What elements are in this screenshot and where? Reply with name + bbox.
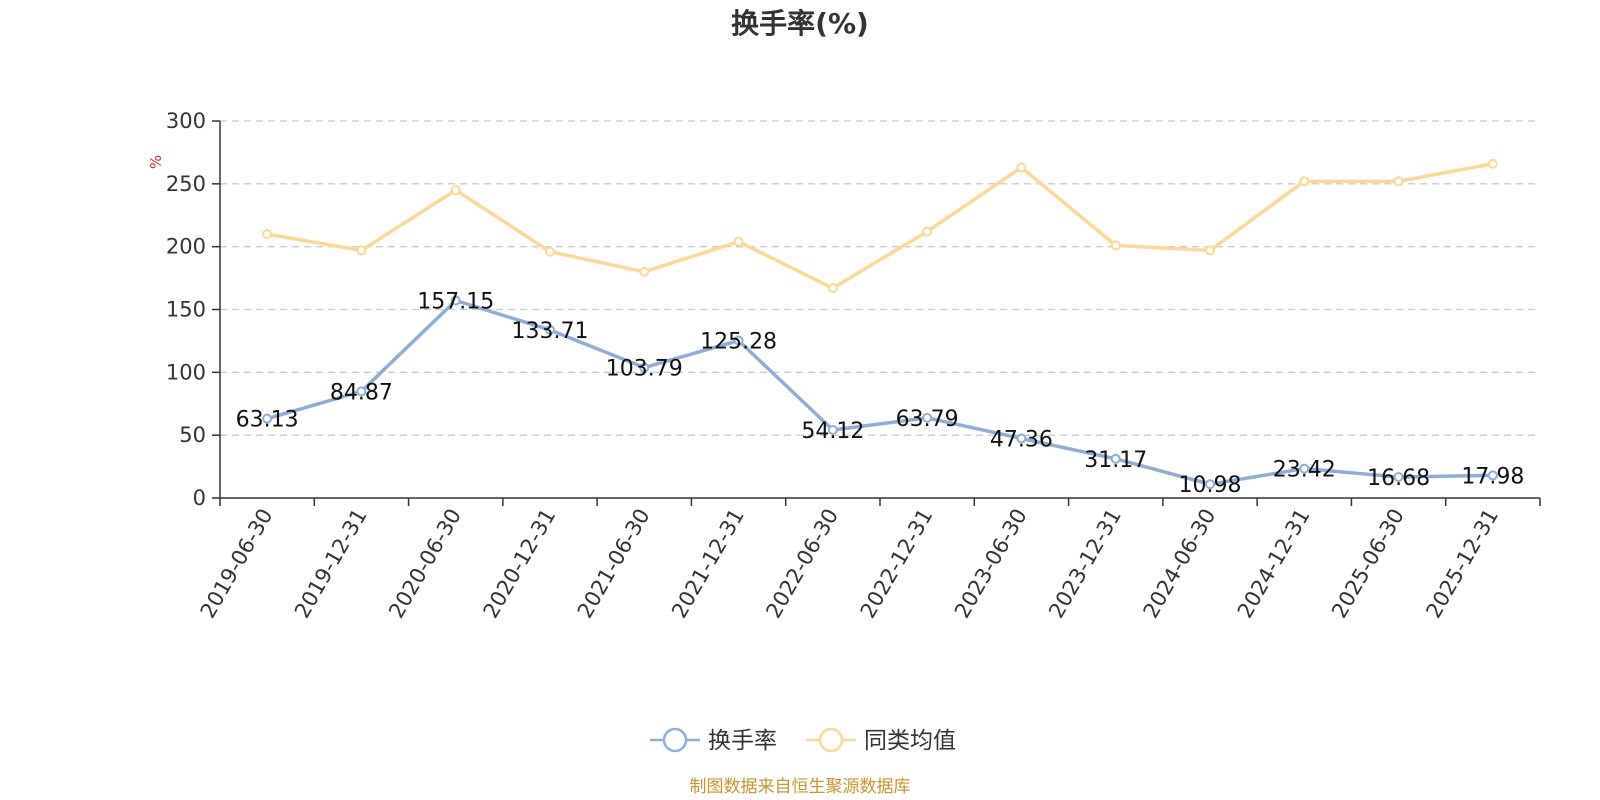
x-tick-label: 2019-06-30: [196, 505, 278, 623]
x-tick-label: 2022-06-30: [761, 505, 843, 623]
data-label: 23.42: [1273, 458, 1336, 483]
data-point[interactable]: [733, 335, 744, 346]
data-point[interactable]: [545, 324, 555, 335]
data-label: 47.36: [990, 427, 1053, 452]
legend-marker: [662, 727, 688, 753]
legend-item-0[interactable]: 换手率: [650, 727, 777, 754]
chart-title: 换手率(%): [731, 7, 869, 40]
y-tick-label: 50: [179, 423, 206, 447]
data-point[interactable]: [922, 226, 933, 237]
data-label: 103.79: [606, 357, 683, 382]
data-point[interactable]: [262, 229, 273, 240]
x-tick-label: 2025-06-30: [1327, 505, 1409, 623]
data-label: 63.79: [896, 407, 959, 432]
x-tick-label: 2024-12-31: [1233, 505, 1315, 623]
data-label: 84.87: [330, 380, 393, 405]
data-label: 31.17: [1084, 448, 1147, 473]
data-point[interactable]: [1016, 162, 1027, 173]
data-point[interactable]: [1016, 433, 1027, 444]
data-point[interactable]: [639, 362, 650, 373]
data-point[interactable]: [1393, 472, 1404, 483]
legend-label: 同类均值: [864, 728, 956, 754]
grid-lines: [220, 120, 1540, 436]
data-point[interactable]: [827, 283, 838, 294]
x-tick-label: 2023-12-31: [1044, 505, 1126, 623]
x-tick-label: 2019-12-31: [290, 505, 372, 623]
data-point[interactable]: [1205, 479, 1215, 490]
data-label: 54.12: [801, 419, 864, 444]
x-tick-label: 2023-06-30: [950, 505, 1032, 623]
data-point[interactable]: [1110, 240, 1121, 251]
data-point[interactable]: [827, 424, 838, 435]
x-tick-label: 2022-12-31: [856, 504, 938, 622]
series-line-0: [266, 298, 1493, 486]
data-point[interactable]: [1110, 453, 1121, 464]
data-point[interactable]: [450, 295, 461, 306]
series-line-1: [266, 162, 1494, 290]
x-tick-label: 2021-12-31: [667, 505, 749, 623]
legend-item-1[interactable]: 同类均值: [806, 727, 956, 754]
x-tick-label: 2025-12-31: [1421, 505, 1503, 623]
data-label: 125.28: [700, 330, 777, 355]
data-point[interactable]: [545, 246, 555, 257]
x-tick-label: 2020-12-31: [479, 505, 561, 623]
legend-marker: [818, 727, 844, 753]
y-tick-label: 0: [193, 486, 206, 510]
data-point[interactable]: [639, 266, 650, 277]
data-label: 10.98: [1179, 473, 1242, 498]
data-labels: 63.13 84.87 157.15 133.71 103.79 125.28 54.12 6…: [236, 290, 1525, 499]
data-label: 17.98: [1461, 464, 1524, 489]
data-point[interactable]: [450, 185, 461, 196]
y-axis-label: %: [147, 155, 165, 169]
data-label: 157.15: [417, 290, 494, 315]
data-point[interactable]: [1205, 245, 1215, 256]
data-point[interactable]: [733, 236, 744, 247]
y-tick-label: 100: [166, 360, 206, 384]
series-lines: [262, 158, 1498, 490]
data-point[interactable]: [1393, 176, 1404, 187]
data-point[interactable]: [922, 412, 933, 423]
data-point[interactable]: [1487, 470, 1498, 481]
y-tick-label: 200: [166, 235, 206, 259]
data-label: 63.13: [236, 408, 299, 433]
y-tick-label: 250: [166, 172, 206, 196]
data-point[interactable]: [356, 386, 367, 397]
y-tick-label: 300: [166, 109, 206, 133]
x-tick-label: 2020-06-30: [384, 505, 466, 623]
data-point[interactable]: [1487, 158, 1498, 169]
data-point[interactable]: [1299, 176, 1310, 187]
x-tick-label: 2021-06-30: [573, 505, 655, 623]
data-point[interactable]: [356, 245, 367, 256]
legend-label: 换手率: [708, 728, 777, 754]
source-note: 制图数据来自恒生聚源数据库: [690, 777, 911, 797]
x-tick-label: 2024-06-30: [1139, 505, 1221, 623]
data-point[interactable]: [262, 413, 273, 424]
data-label: 133.71: [512, 319, 589, 344]
legend[interactable]: 换手率 同类均值: [650, 727, 956, 754]
data-label: 16.68: [1367, 466, 1430, 491]
data-point[interactable]: [1299, 463, 1310, 474]
y-tick-label: 150: [166, 298, 206, 322]
